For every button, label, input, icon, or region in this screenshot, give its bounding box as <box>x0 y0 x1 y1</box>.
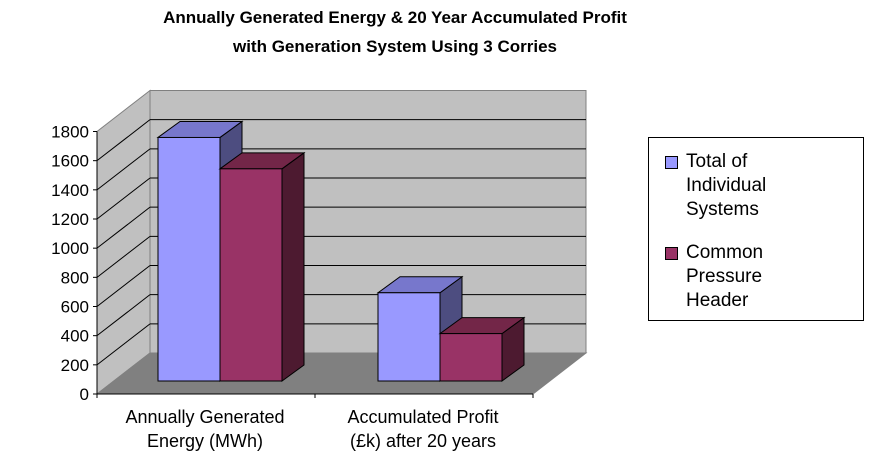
chart-subtitle: with Generation System Using 3 Corries <box>232 37 558 56</box>
gridline-side <box>96 323 151 366</box>
y-tick-label: 400 <box>61 327 89 346</box>
legend-label-total: Total of Individual Systems <box>686 150 796 222</box>
legend-line: Individual <box>686 175 767 196</box>
bar-side <box>281 151 305 382</box>
legend-label-common: Common Pressure Header <box>686 241 796 313</box>
y-tick-label: 1000 <box>51 239 89 258</box>
x-tick-label: Annually Generated <box>125 407 284 427</box>
x-tick-label: (£k) after 20 years <box>350 431 496 451</box>
gridline-side <box>96 177 151 220</box>
bar-total <box>377 292 441 382</box>
legend-line: Pressure <box>686 266 763 287</box>
y-tick-label: 1600 <box>51 152 89 171</box>
gridline-side <box>96 265 151 307</box>
legend-line: Header <box>686 290 749 311</box>
legend-swatch-common <box>665 247 678 260</box>
legend: Total of Individual Systems Common Press… <box>648 137 864 321</box>
y-tick-label: 0 <box>80 385 89 404</box>
gridline-side <box>96 206 151 249</box>
y-tick-label: 1200 <box>51 210 89 229</box>
legend-line: Common <box>686 242 764 263</box>
legend-item-common: Common Pressure Header <box>665 241 796 313</box>
legend-line: Total of <box>686 151 748 172</box>
legend-item-total: Total of Individual Systems <box>665 150 796 222</box>
y-tick-label: 200 <box>61 356 89 375</box>
bar-common <box>219 168 283 382</box>
bar-total <box>157 136 221 382</box>
gridline-side <box>96 119 151 162</box>
y-tick-label: 800 <box>61 268 89 287</box>
y-tick-label: 600 <box>61 298 89 317</box>
legend-line: Systems <box>686 199 759 220</box>
chart-title: Annually Generated Energy & 20 Year Accu… <box>163 8 627 27</box>
y-tick-label: 1400 <box>51 181 89 200</box>
gridline-side <box>96 294 151 337</box>
x-tick-label: Energy (MWh) <box>147 431 263 451</box>
legend-swatch-total <box>665 156 678 169</box>
y-tick-label: 1800 <box>51 123 89 142</box>
bar-common <box>439 333 503 382</box>
gridline-side <box>96 148 151 191</box>
gridline-side <box>96 235 151 278</box>
x-tick-label: Accumulated Profit <box>347 407 498 427</box>
